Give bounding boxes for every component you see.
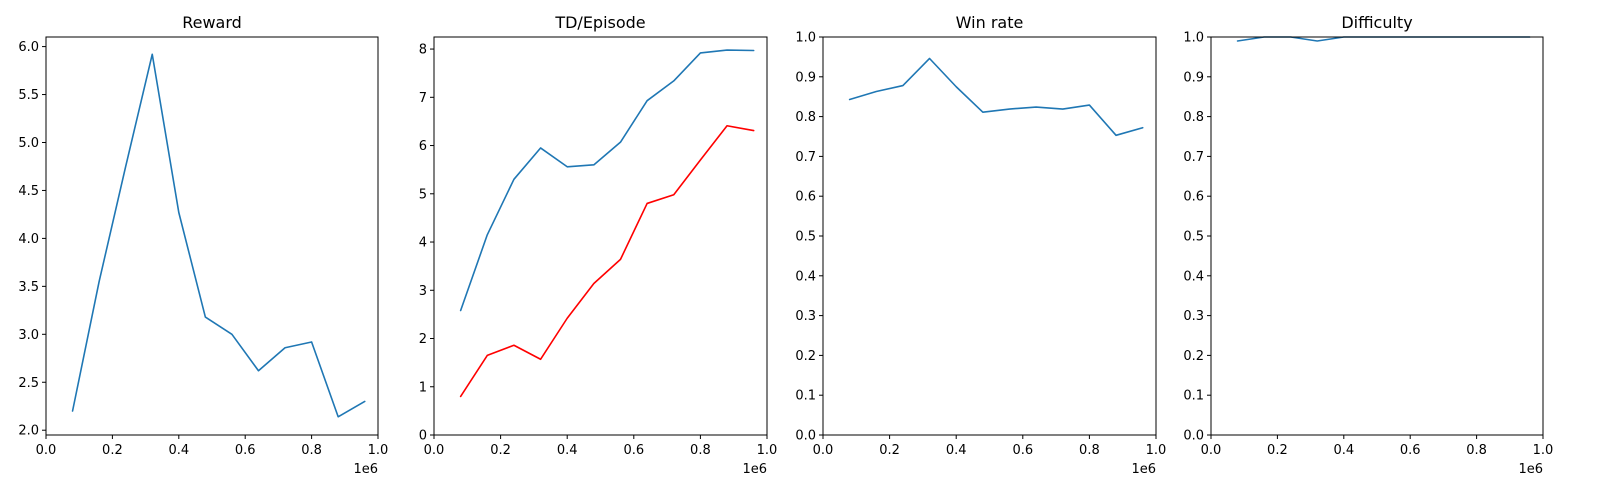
subplot-1: Reward 0.0 0.2 0.4 0.6 0.8 1.0 2.0 2.5 3.0 3.5 4.0 4… <box>18 13 388 477</box>
y-tick-label: 0 <box>419 429 427 444</box>
y-tick-label: 1.0 <box>795 31 816 46</box>
y-tick-label: 0.2 <box>795 349 816 364</box>
y-tick-label: 0.8 <box>1183 110 1204 125</box>
y-tick-label: 3.5 <box>18 280 39 295</box>
y-tick-label: 5.5 <box>18 88 39 103</box>
x-tick-label: 0.2 <box>102 443 123 458</box>
subplot-title: Difficulty <box>1341 13 1412 32</box>
y-tick-label: 3.0 <box>18 328 39 343</box>
y-tick-label: 4.0 <box>18 232 39 247</box>
x-tick-label: 1.0 <box>1146 443 1167 458</box>
y-tick-label: 0.3 <box>1183 309 1204 324</box>
x-offset-label: 1e6 <box>742 462 767 477</box>
axes-frame <box>822 36 1157 436</box>
y-tick-label: 0.4 <box>795 269 816 284</box>
series-line-red <box>459 124 755 398</box>
x-tick-label: 0.0 <box>813 443 834 458</box>
axes-frame <box>1210 36 1544 436</box>
x-tick-label: 0.4 <box>946 443 967 458</box>
y-tick-label: 0.6 <box>1183 190 1204 205</box>
axes-frame <box>45 36 379 436</box>
x-tick-label: 0.4 <box>1333 443 1354 458</box>
y-tick-label: 0.1 <box>1183 389 1204 404</box>
x-tick-label: 0.2 <box>1267 443 1288 458</box>
y-tick-label: 5 <box>419 187 427 202</box>
subplot-title: Reward <box>182 13 242 32</box>
series-line-reward <box>71 53 366 418</box>
x-tick-label: 0.6 <box>235 443 256 458</box>
y-tick-label: 4 <box>419 236 427 251</box>
series-line-win-rate <box>848 57 1144 137</box>
x-tick-label: 1.0 <box>1533 443 1554 458</box>
y-tick-label: 0.6 <box>795 190 816 205</box>
x-tick-label: 0.2 <box>490 443 511 458</box>
y-tick-label: 6 <box>419 139 427 154</box>
x-offset-label: 1e6 <box>1131 462 1156 477</box>
subplot-3: Win rate 0.0 0.2 0.4 0.6 0.8 1.0 0.0 0.1 0.2 0.3 0.… <box>795 13 1166 477</box>
y-tick-label: 0.7 <box>795 150 816 165</box>
y-tick-label: 0.4 <box>1183 269 1204 284</box>
y-tick-label: 0.8 <box>795 110 816 125</box>
subplot-title: Win rate <box>956 13 1024 32</box>
y-tick-label: 8 <box>419 43 427 58</box>
y-tick-label: 4.5 <box>18 184 39 199</box>
y-tick-label: 3 <box>419 284 427 299</box>
y-tick-label: 0.9 <box>1183 70 1204 85</box>
x-tick-label: 0.8 <box>690 443 711 458</box>
y-tick-label: 0.0 <box>1183 429 1204 444</box>
y-tick-label: 0.3 <box>795 309 816 324</box>
x-tick-label: 0.0 <box>1201 443 1222 458</box>
axes-frame <box>433 36 768 436</box>
x-offset-label: 1e6 <box>353 462 378 477</box>
x-tick-label: 0.8 <box>301 443 322 458</box>
y-tick-label: 0.5 <box>1183 230 1204 245</box>
y-tick-label: 0.9 <box>795 70 816 85</box>
x-tick-label: 0.2 <box>879 443 900 458</box>
x-tick-label: 0.0 <box>36 443 57 458</box>
x-tick-label: 0.0 <box>424 443 445 458</box>
x-tick-label: 0.8 <box>1079 443 1100 458</box>
y-tick-label: 5.0 <box>18 136 39 151</box>
y-tick-label: 1 <box>419 380 427 395</box>
y-tick-label: 1.0 <box>1183 31 1204 46</box>
y-tick-label: 0.2 <box>1183 349 1204 364</box>
y-tick-label: 6.0 <box>18 40 39 55</box>
subplot-4: Difficulty 0.0 0.2 0.4 0.6 0.8 1.0 0.0 0.1 0.2 0.3… <box>1183 13 1553 477</box>
subplot-title: TD/Episode <box>554 13 645 32</box>
x-tick-label: 0.4 <box>168 443 189 458</box>
y-tick-label: 0.5 <box>795 230 816 245</box>
y-tick-label: 0.0 <box>795 429 816 444</box>
y-tick-label: 2.0 <box>18 424 39 439</box>
subplot-2: TD/Episode 0.0 0.2 0.4 0.6 0.8 1.0 0 1 2 3 4 5 6 7 8 1e6 <box>419 13 778 477</box>
y-tick-label: 2.5 <box>18 376 39 391</box>
series-line-blue <box>459 49 755 312</box>
x-tick-label: 1.0 <box>368 443 389 458</box>
x-offset-label: 1e6 <box>1518 462 1543 477</box>
x-tick-label: 0.4 <box>557 443 578 458</box>
x-tick-label: 0.6 <box>1012 443 1033 458</box>
y-tick-label: 0.7 <box>1183 150 1204 165</box>
y-tick-label: 2 <box>419 332 427 347</box>
x-tick-label: 0.6 <box>623 443 644 458</box>
y-tick-label: 0.1 <box>795 389 816 404</box>
y-tick-label: 7 <box>419 91 427 106</box>
x-tick-label: 0.6 <box>1400 443 1421 458</box>
series-line-difficulty <box>1236 36 1531 42</box>
x-tick-label: 0.8 <box>1466 443 1487 458</box>
x-tick-label: 1.0 <box>757 443 778 458</box>
